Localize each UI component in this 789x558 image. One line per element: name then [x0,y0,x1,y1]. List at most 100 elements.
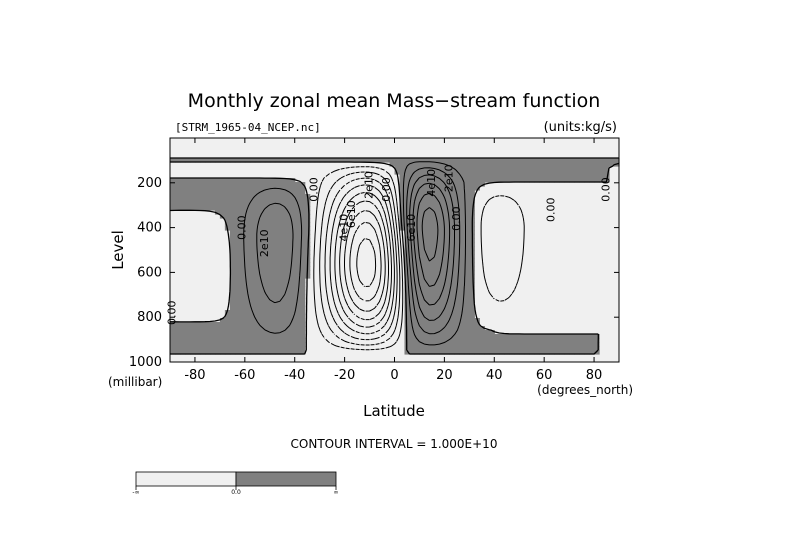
positive-shading-cell [444,318,450,323]
positive-shading-cell [269,214,276,219]
positive-shading-cell [579,162,585,167]
positive-shading-cell [239,242,246,247]
positive-shading-cell [484,166,490,171]
positive-shading-cell [419,286,426,291]
positive-shading-cell [244,266,251,271]
positive-shading-cell [444,158,450,163]
positive-shading-cell [254,282,261,287]
positive-shading-cell [269,226,276,231]
positive-shading-cell [179,202,186,207]
positive-shading-cell [459,258,465,263]
positive-shading-cell [279,322,286,327]
positive-shading-cell [439,222,445,227]
positive-shading-cell [204,198,211,203]
positive-shading-cell [439,346,445,351]
x-axis: -80 -60 -40 -20 0 20 40 60 80 [184,138,602,383]
positive-shading-cell [509,350,515,355]
positive-shading-cell [449,290,455,295]
positive-shading-cell [244,270,251,275]
positive-shading-cell [254,178,261,183]
positive-shading-cell [529,166,535,171]
positive-shading-cell [524,178,530,183]
positive-shading-cell [459,238,465,243]
positive-shading-cell [449,282,455,287]
positive-shading-cell [424,274,431,279]
positive-shading-cell [604,166,610,171]
positive-shading-cell [229,350,236,355]
positive-shading-cell [569,178,575,183]
positive-shading-cell [234,302,241,307]
positive-shading-cell [434,290,440,295]
positive-shading-cell [399,158,406,163]
positive-shading-cell [259,178,266,183]
positive-shading-cell [459,242,465,247]
positive-shading-cell [419,318,426,323]
positive-shading-cell [464,158,470,163]
positive-shading-cell [499,334,505,339]
positive-shading-cell [194,186,201,191]
positive-shading-cell [284,210,291,215]
positive-shading-cell [479,338,485,343]
positive-shading-cell [454,314,460,319]
positive-shading-cell [439,286,445,291]
positive-shading-cell [264,346,271,351]
positive-shading-cell [189,182,196,187]
positive-shading-cell [449,246,455,251]
positive-shading-cell [294,266,301,271]
positive-shading-cell [559,166,565,171]
positive-shading-cell [179,182,186,187]
positive-shading-cell [170,330,176,335]
positive-shading-cell [264,202,271,207]
file-label: [STRM_1965-04_NCEP.nc] [175,121,321,134]
positive-shading-cell [299,222,306,227]
positive-shading-cell [259,270,266,275]
contour-label: 2e10 [258,229,271,257]
positive-shading-cell [579,170,585,175]
positive-shading-cell [404,290,411,295]
positive-shading-cell [444,314,450,319]
positive-shading-cell [399,178,406,183]
positive-shading-cell [294,258,301,263]
positive-shading-cell [434,182,440,187]
positive-shading-cell [264,186,271,191]
contour-label-text: 2e10 [363,171,376,199]
positive-shading-cell [474,322,480,327]
positive-shading-cell [569,342,575,347]
positive-shading-cell [249,270,256,275]
positive-shading-cell [459,274,465,279]
positive-shading-cell [564,334,570,339]
positive-shading-cell [174,182,181,187]
positive-shading-cell [439,206,445,211]
positive-shading-cell [199,198,206,203]
y-tick-label: 600 [137,265,162,280]
positive-shading-cell [489,170,495,175]
positive-shading-cell [299,346,306,351]
positive-shading-cell [504,158,510,163]
positive-shading-cell [264,338,271,343]
positive-shading-cell [449,230,455,235]
positive-shading-cell [234,194,241,199]
negative-contour-line [319,171,401,346]
positive-shading-cell [454,350,460,355]
positive-shading-cell [549,166,555,171]
positive-shading-cell [429,174,436,179]
positive-shading-cell [299,242,306,247]
positive-shading-cell [454,306,460,311]
positive-shading-cell [239,282,246,287]
positive-shading-cell [554,346,560,351]
positive-shading-cell [229,346,236,351]
positive-shading-cell [244,322,251,327]
positive-shading-cell [279,214,286,219]
positive-shading-cell [244,274,251,279]
positive-shading-cell [184,346,191,351]
positive-shading-cell [469,338,475,343]
positive-shading-cell [429,294,436,299]
positive-shading-cell [274,222,281,227]
positive-shading-cell [454,330,460,335]
positive-shading-cell [239,294,246,299]
positive-shading-cell [299,214,306,219]
positive-shading-cell [244,262,251,267]
positive-shading-cell [454,338,460,343]
positive-shading-cell [234,206,241,211]
positive-shading-cell [264,178,271,183]
